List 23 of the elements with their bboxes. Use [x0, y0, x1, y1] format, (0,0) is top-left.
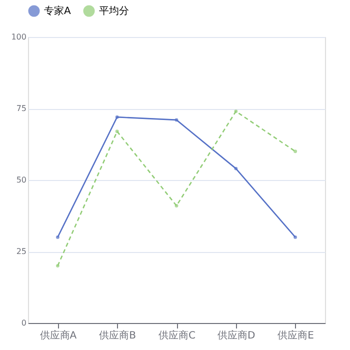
point — [56, 235, 60, 239]
legend-label: 平均分 — [99, 5, 129, 17]
line-series — [56, 115, 298, 239]
y-tick-label: 0 — [21, 318, 26, 328]
x-tick-label: 供应商A — [40, 330, 77, 342]
point — [56, 264, 60, 268]
point — [174, 118, 178, 122]
point — [294, 235, 298, 239]
point — [234, 166, 238, 170]
x-tick-label: 供应商D — [218, 330, 256, 342]
y-tick-label: 100 — [11, 32, 26, 42]
x-tick-label: 供应商E — [278, 330, 314, 342]
y-tick-label: 25 — [16, 247, 26, 256]
legend-label: 专家A — [44, 5, 71, 17]
point — [115, 115, 119, 119]
point — [294, 150, 298, 154]
y-tick-label: 50 — [16, 176, 26, 184]
x-tick-label: 供应商C — [158, 330, 196, 342]
point — [174, 204, 178, 208]
y-tick-label: 75 — [16, 104, 26, 113]
point — [234, 110, 238, 114]
point — [115, 130, 119, 134]
x-tick-label: 供应商B — [99, 330, 136, 342]
